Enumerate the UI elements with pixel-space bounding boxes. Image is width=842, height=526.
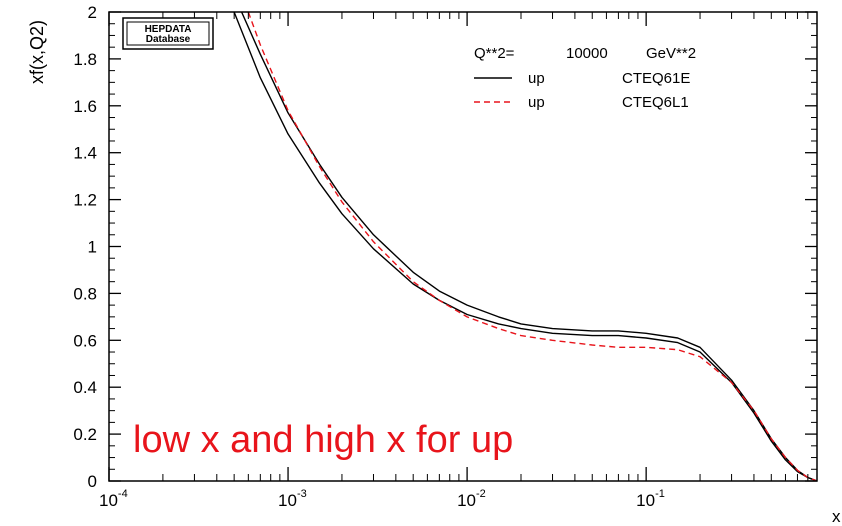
legend-flavor-cteq61e: up [528, 70, 545, 87]
x-tick-exponent: -1 [655, 488, 665, 500]
logo-outer-box [122, 17, 214, 50]
series-group [233, 12, 817, 481]
x-axis-label: x [832, 507, 841, 526]
y-tick-label: 0.4 [73, 378, 97, 397]
x-tick-base: 10 [278, 491, 297, 510]
series-line-cteq6l1-2 [247, 12, 817, 481]
annotation-text: low x and high x for up [133, 419, 513, 461]
x-tick-label: 10-3 [278, 488, 307, 510]
legend-flavor-cteq6l1: up [528, 94, 545, 111]
y-tick-label: 0.6 [73, 331, 97, 350]
x-tick-exponent: -2 [476, 488, 486, 500]
legend-name-cteq61e: CTEQ61E [622, 70, 690, 87]
y-axis-label: xf(x,Q2) [27, 20, 47, 84]
x-tick-label: 10-2 [457, 488, 486, 510]
legend-name-cteq6l1: CTEQ6L1 [622, 94, 689, 111]
legend-q-unit: GeV**2 [646, 45, 696, 62]
y-tick-label: 1.4 [73, 144, 97, 163]
x-tick-label: 10-1 [636, 488, 665, 510]
y-tick-label: 1.8 [73, 50, 97, 69]
y-tick-label: 1.6 [73, 97, 97, 116]
tick-group [108, 11, 818, 482]
legend-q-value: 10000 [566, 45, 608, 62]
legend: Q**2= 10000 GeV**2 up CTEQ61E up CTEQ6L1 [474, 45, 696, 111]
logo-line-2: Database [146, 34, 191, 45]
series-line-cteq61e-0 [233, 12, 817, 481]
legend-q-label: Q**2= [474, 45, 515, 62]
logo-line-1: HEPDATA [145, 24, 192, 35]
y-tick-label: 2 [88, 3, 97, 22]
y-tick-label: 0.2 [73, 425, 97, 444]
x-tick-base: 10 [99, 491, 118, 510]
x-tick-base: 10 [457, 491, 476, 510]
hepdata-logo: HEPDATA Database [122, 17, 214, 50]
y-tick-label: 0 [88, 472, 97, 491]
logo-inner-box [126, 21, 210, 46]
y-tick-label: 0.8 [73, 284, 97, 303]
x-tick-exponent: -4 [118, 488, 128, 500]
y-tick-label: 1.2 [73, 191, 97, 210]
x-tick-base: 10 [636, 491, 655, 510]
x-tick-label: 10-4 [99, 488, 128, 510]
x-tick-exponent: -3 [297, 488, 307, 500]
y-tick-label: 1 [88, 238, 97, 257]
